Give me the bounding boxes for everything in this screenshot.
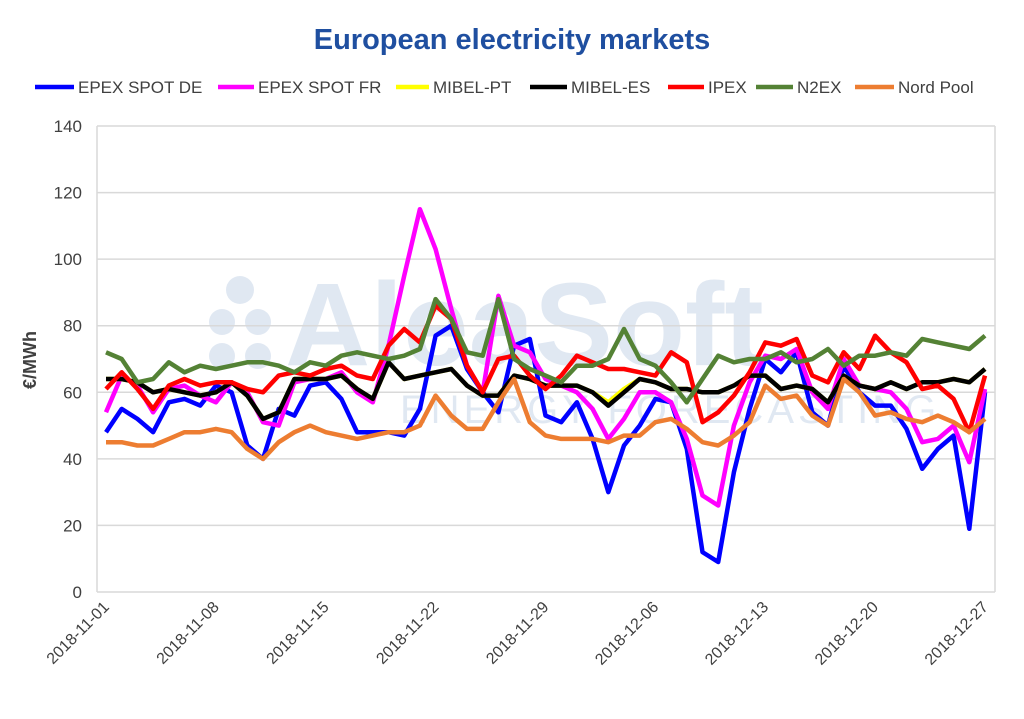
legend-item: IPEX [668,78,747,97]
legend-label: MIBEL-ES [571,78,650,97]
legend-item: MIBEL-ES [530,78,650,97]
legend-item: EPEX SPOT DE [35,78,202,97]
chart-title: European electricity markets [314,24,711,56]
x-tick-label: 2018-11-29 [483,599,552,668]
y-tick-label: 60 [63,383,82,402]
y-tick-label: 40 [63,450,82,469]
legend: EPEX SPOT DE EPEX SPOT FR MIBEL-PT MIBEL-ES… [35,78,974,97]
legend-item: Nord Pool [855,78,974,97]
legend-label: MIBEL-PT [433,78,511,97]
series-line-nord-pool [106,376,987,462]
y-tick-label: 20 [63,516,82,535]
x-tick-label: 2018-12-13 [702,599,772,669]
y-tick-label: 100 [54,250,82,269]
legend-label: Nord Pool [898,78,974,97]
series-line-n2ex [105,296,987,405]
legend-item: N2EX [756,78,841,97]
x-tick-label: 2018-11-01 [44,599,113,668]
legend-label: IPEX [708,78,747,97]
x-tick-label: 2018-11-15 [264,599,333,668]
legend-item: EPEX SPOT FR [218,78,381,97]
legend-label: EPEX SPOT DE [78,78,202,97]
y-tick-label: 0 [73,583,82,602]
x-tick-label: 2018-11-22 [373,599,442,668]
y-tick-label: 120 [54,184,82,203]
y-tick-label: 80 [63,317,82,336]
legend-label: N2EX [797,78,841,97]
series-line-mibel-es [106,360,987,422]
y-axis-label: €/MWh [20,331,40,389]
x-tick-label: 2018-12-20 [812,599,882,669]
legend-label: EPEX SPOT FR [258,78,381,97]
x-tick-label: 2018-12-27 [922,599,992,669]
x-axis: 2018-11-01 2018-11-08 2018-11-15 2018-11-22… [44,599,992,669]
y-axis: 0 20 40 60 80 100 120 140 [54,117,82,602]
x-tick-label: 2018-11-08 [154,599,223,668]
series-lines [103,206,988,565]
y-tick-label: 140 [54,117,82,136]
legend-item: MIBEL-PT [396,78,511,97]
x-tick-label: 2018-12-06 [592,599,662,669]
